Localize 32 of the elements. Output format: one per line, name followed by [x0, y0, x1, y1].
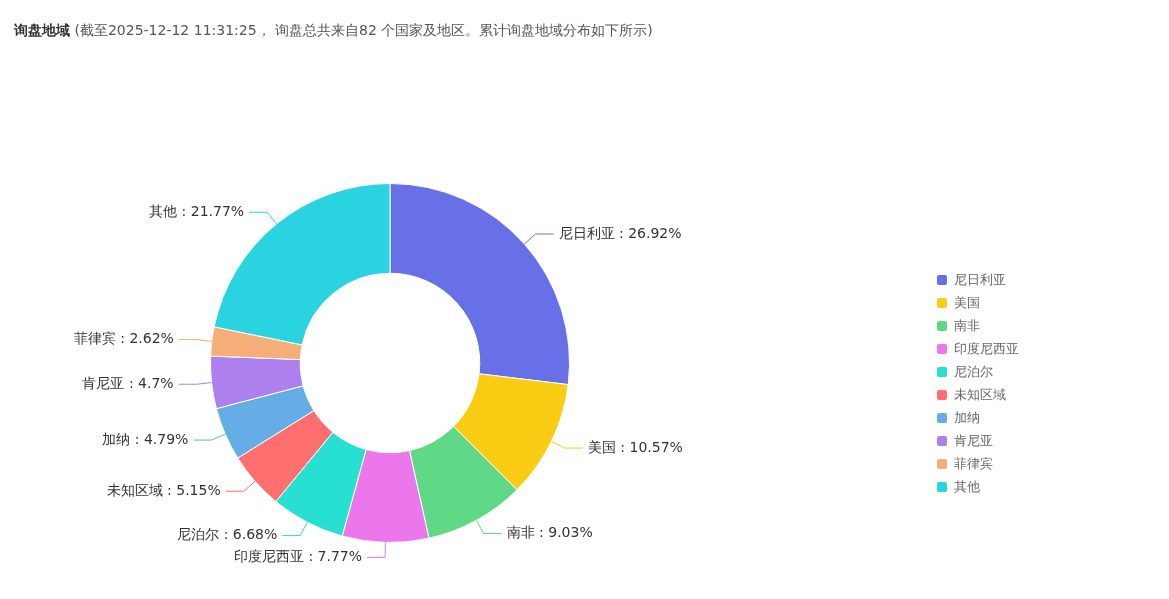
data-label: : 9.03% [539, 524, 593, 541]
data-label: : 4.79% [134, 430, 189, 447]
slice-label: 其他 [149, 202, 178, 219]
data-label: : 26.92% [619, 224, 682, 241]
data-label: : 4.7% [128, 374, 174, 391]
data-label: : 6.68% [223, 526, 278, 543]
legend-label: 南非 [953, 317, 981, 335]
slice-label: 印度尼西亚 [233, 548, 304, 565]
slice-label: 肯尼亚 [82, 374, 125, 391]
slice-label: 尼日利亚 [558, 224, 615, 241]
legend-label: 美国 [953, 294, 981, 312]
data-label: : 7.77% [308, 548, 363, 565]
legend-label: 肯尼亚 [953, 432, 994, 450]
legend-label: 未知区域 [953, 386, 1007, 404]
slice-label: 美国 [587, 438, 616, 455]
data-label: : 2.62% [120, 330, 174, 347]
legend-label: 加纳 [953, 409, 981, 427]
legend-label: 尼日利亚 [953, 271, 1007, 289]
chart-subtitle: (截至2025-12-12 11:31:25， 询盘总共来自82 个国家及地区。累计询盘地域分布如下所示) [74, 22, 653, 38]
slice-label: 南非 [506, 524, 535, 541]
data-label: : 21.77% [181, 202, 245, 219]
slice-label: 未知区域 [106, 481, 163, 498]
legend-label: 菲律宾 [953, 455, 994, 473]
legend-label: 印度尼西亚 [953, 340, 1019, 358]
slice-label: 尼泊尔 [177, 526, 220, 543]
legend-label: 尼泊尔 [953, 363, 994, 381]
data-label: : 5.15% [167, 481, 221, 498]
slice-label: 加纳 [102, 430, 131, 447]
chart-title: 询盘地域 [14, 22, 70, 38]
data-label: : 10.57% [620, 438, 683, 455]
slice-label: 菲律宾 [73, 330, 116, 347]
legend-label: 其他 [953, 478, 981, 496]
